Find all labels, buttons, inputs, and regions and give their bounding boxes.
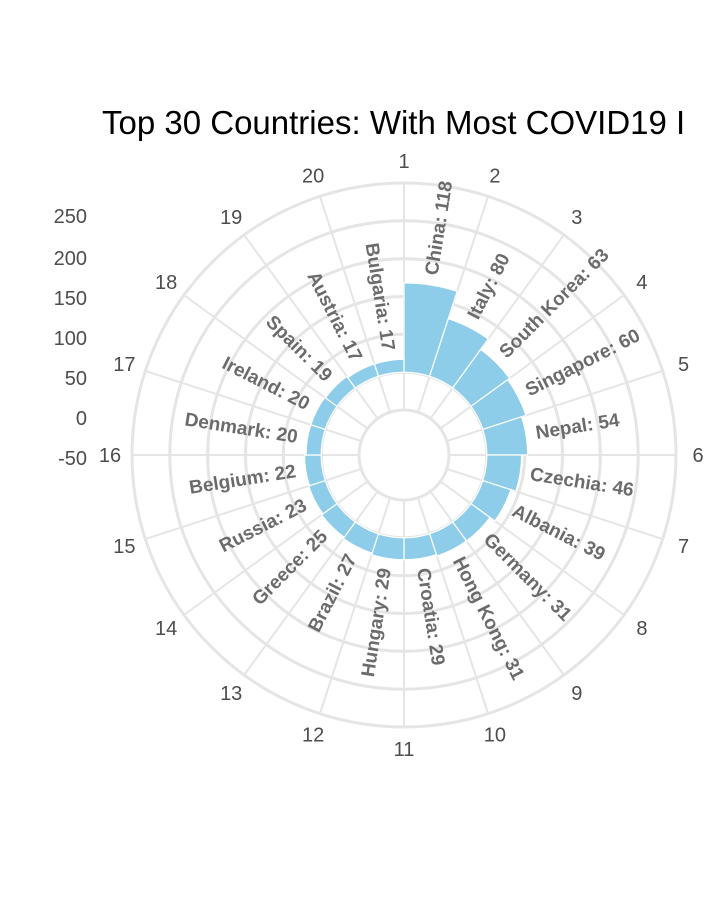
- radial-tick-label: -50: [58, 448, 87, 470]
- chart-title: Top 30 Countries: With Most COVID19 I: [102, 104, 685, 141]
- bar-label: China: 118: [422, 180, 458, 277]
- radial-tick-label: 50: [65, 368, 87, 390]
- radial-tick-label: 250: [54, 206, 87, 228]
- angular-tick-label: 15: [113, 536, 135, 558]
- bar-china: [403, 282, 458, 377]
- bar-label: Czechia: 46: [529, 464, 636, 501]
- bar-greece: [320, 502, 357, 539]
- angular-tick-label: 8: [636, 618, 647, 640]
- radial-axis-ticks: 250 200 150 100 50 0 -50: [54, 206, 87, 470]
- angular-tick-label: 16: [99, 445, 121, 467]
- angular-tick-label: 12: [302, 725, 324, 747]
- radial-tick-label: 0: [76, 408, 87, 430]
- angular-tick-label: 5: [678, 354, 689, 376]
- angular-tick-label: 11: [394, 739, 415, 761]
- bar-hungary: [370, 533, 405, 561]
- bar-hong-kong: [428, 521, 468, 557]
- angular-tick-label: 20: [302, 165, 324, 187]
- bar-czechia: [482, 454, 523, 493]
- bar-ireland: [310, 396, 338, 431]
- angular-tick-label: 1: [398, 151, 409, 173]
- angular-tick-label: 7: [678, 536, 689, 558]
- angular-tick-label: 3: [571, 207, 582, 229]
- angular-tick-label: 6: [692, 445, 703, 467]
- bar-bulgaria: [373, 358, 405, 377]
- bar-nepal: [482, 416, 529, 456]
- angular-tick-label: 4: [636, 272, 647, 294]
- radial-tick-label: 200: [54, 248, 87, 270]
- angular-tick-label: 13: [220, 683, 242, 705]
- bar-albania: [470, 479, 512, 522]
- bars: [303, 282, 529, 561]
- angular-tick-label: 17: [113, 354, 135, 376]
- bar-label: Hungary: 29: [358, 567, 396, 679]
- bar-south-korea: [451, 348, 511, 408]
- bar-italy: [428, 317, 490, 389]
- angular-tick-label: 9: [571, 683, 582, 705]
- radial-tick-label: 100: [54, 328, 87, 350]
- bar-belgium: [303, 454, 326, 487]
- bar-label: Brazil: 27: [304, 551, 361, 636]
- bar-label: Belgium: 22: [188, 461, 298, 499]
- angular-tick-label: 2: [489, 165, 500, 187]
- angular-tick-label: 19: [220, 207, 242, 229]
- bar-spain: [324, 375, 357, 408]
- angular-tick-label: 14: [155, 618, 177, 640]
- bar-label: Nepal: 54: [534, 410, 621, 444]
- bar-singapore: [470, 378, 527, 431]
- angular-tick-label: 18: [155, 272, 177, 294]
- bar-russia: [307, 479, 338, 515]
- bar-label: Singapore: 60: [522, 325, 643, 401]
- grid-circle: [357, 408, 451, 502]
- bar-brazil: [342, 521, 380, 554]
- radial-tick-label: 150: [54, 288, 87, 310]
- angular-tick-label: 10: [484, 725, 506, 747]
